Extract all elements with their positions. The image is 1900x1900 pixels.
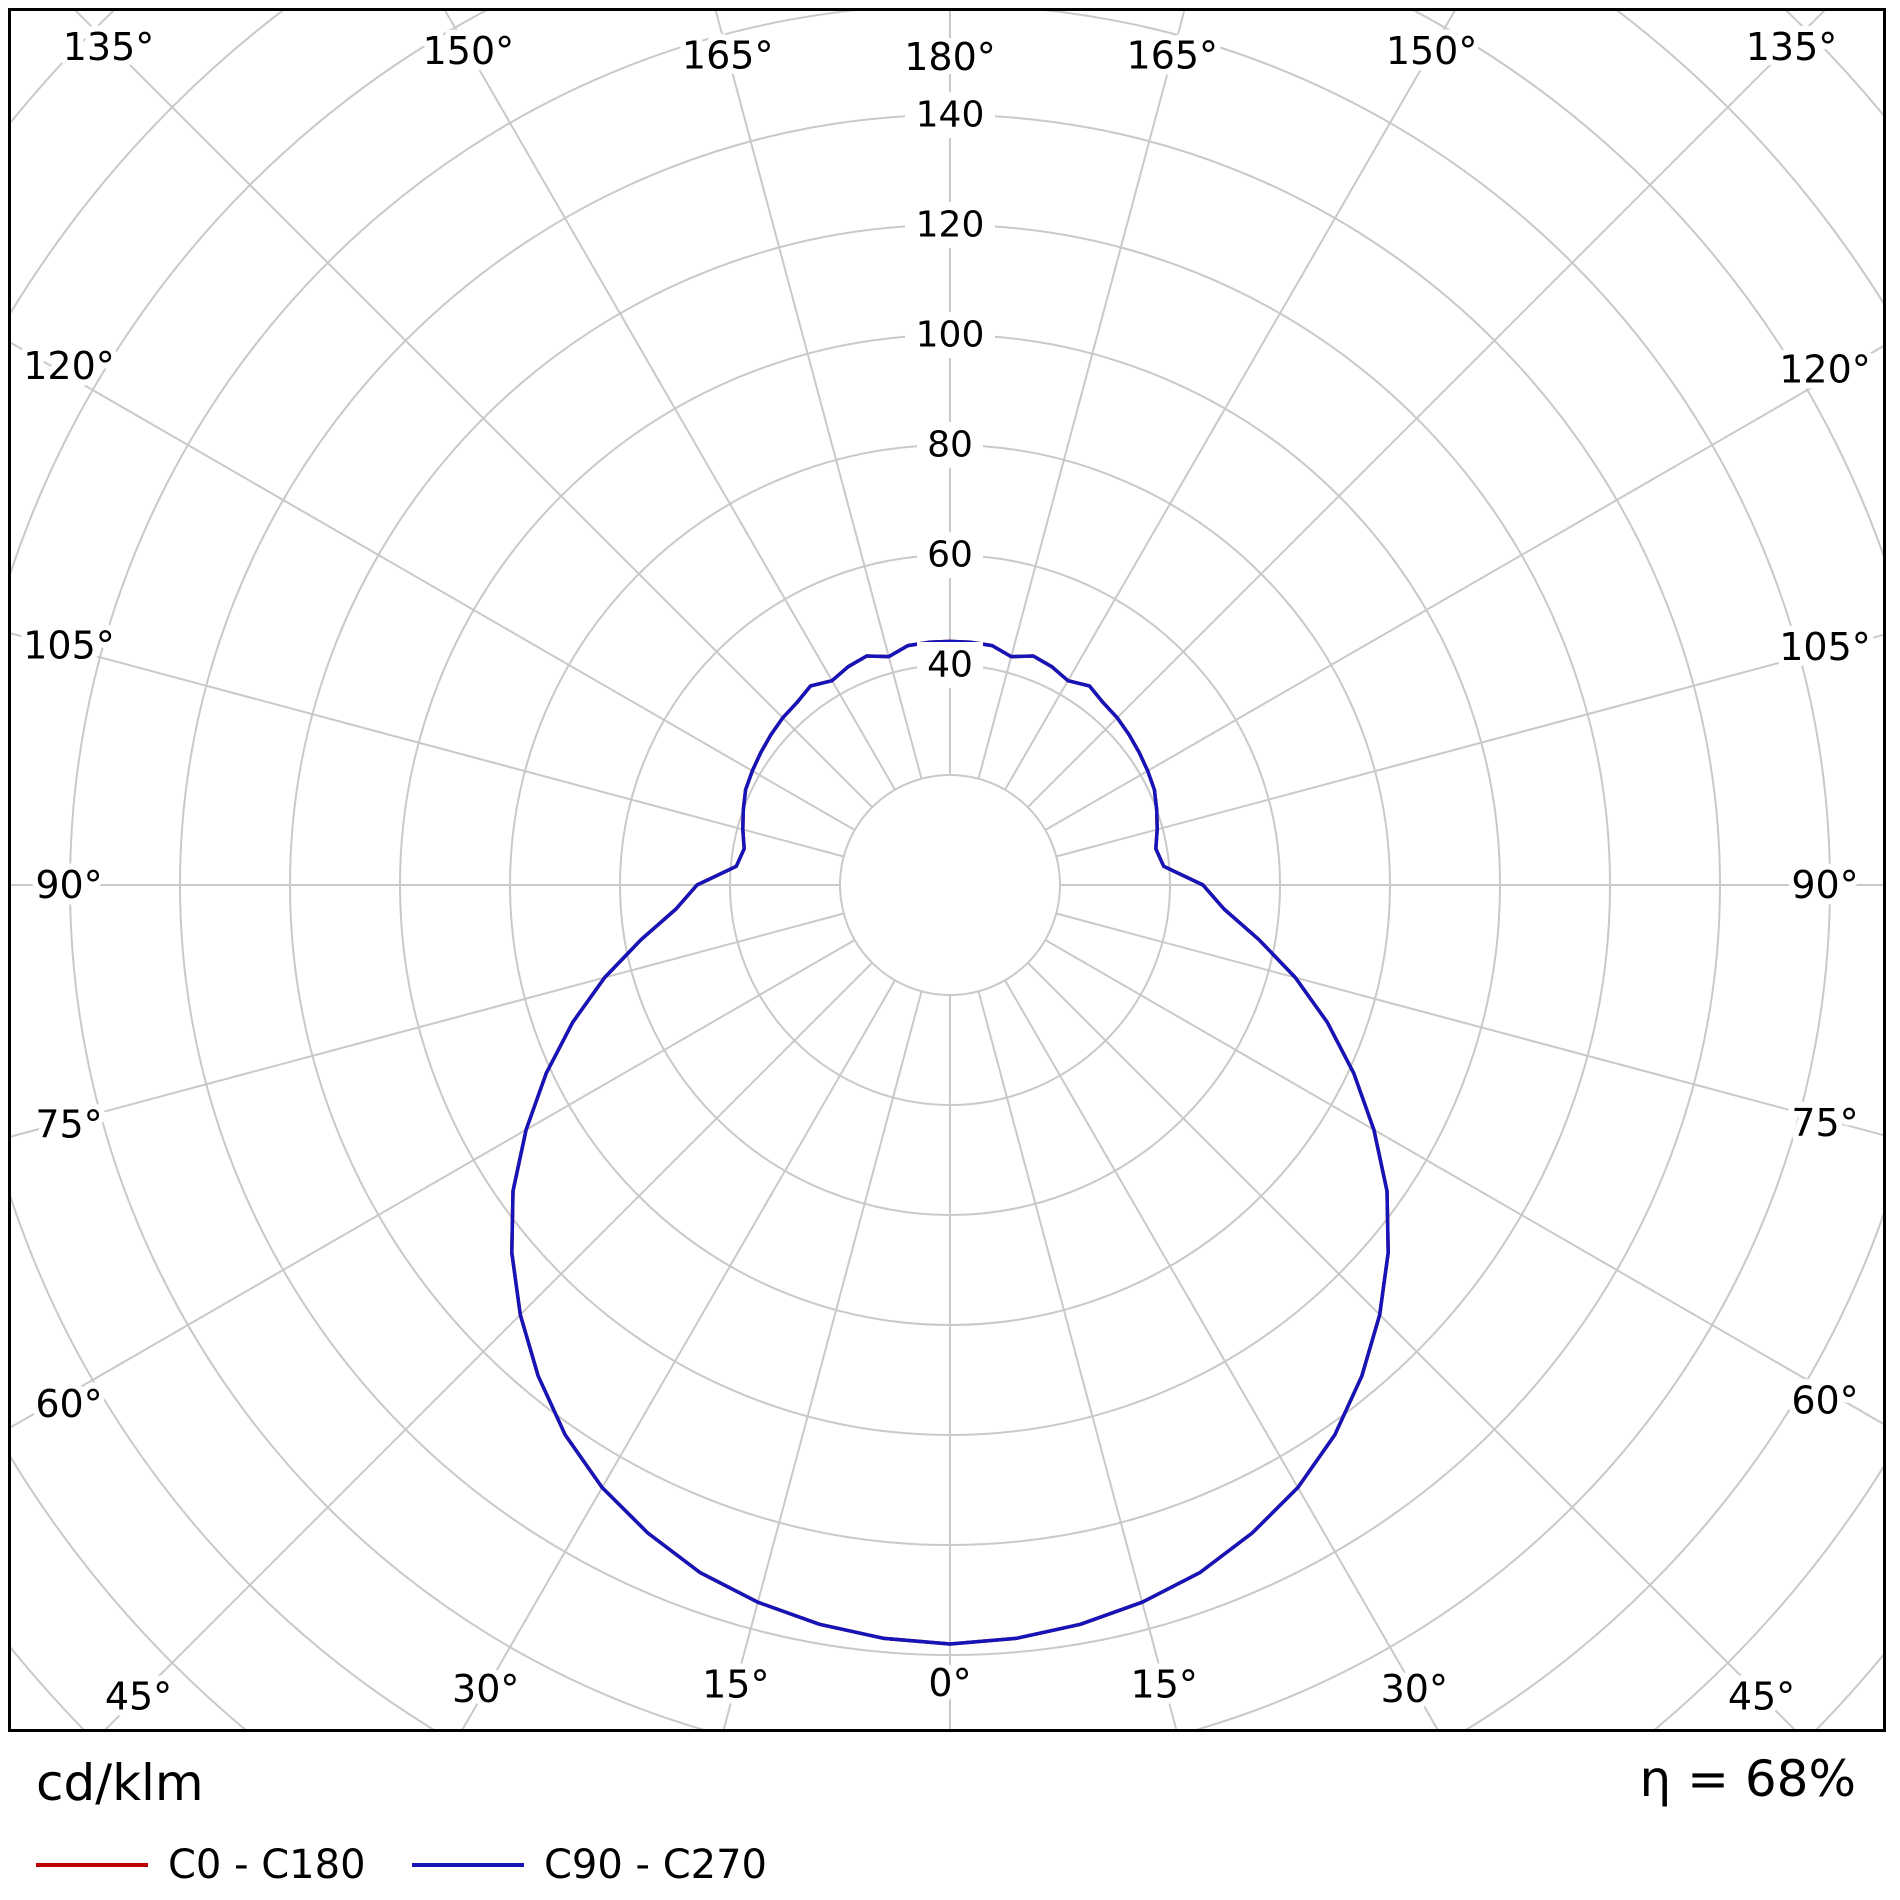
c0-c180-line-swatch [36, 1863, 148, 1867]
radius-label-bg [917, 642, 983, 688]
grid-spoke [461, 979, 896, 1729]
grid-circle [11, 11, 1883, 1729]
radius-label-bg [905, 92, 995, 138]
angle-label: 60° [35, 1382, 102, 1426]
angle-label: 105° [23, 623, 115, 667]
legend-label-c0-c180: C0 - C180 [168, 1842, 366, 1888]
angle-label: 30° [452, 1667, 519, 1711]
c90-c270-line-swatch [412, 1863, 524, 1867]
polar-grid [11, 11, 1883, 1729]
radius-label-bg [905, 202, 995, 248]
angle-label: 45° [105, 1675, 172, 1719]
angle-labels: 0° 15° 15° 30° 30° 45° 45° 60° 60° 75° 75° 90° 90° 10… [17, 19, 1877, 1725]
efficiency-label: η = 68% [1639, 1750, 1856, 1808]
grid-circle [11, 11, 1883, 1729]
radius-label: 80 [927, 425, 973, 466]
angle-label: 60° [1791, 1379, 1858, 1423]
angle-label: 135° [1746, 25, 1838, 69]
angle-label: 30° [1381, 1667, 1448, 1711]
radius-label-bg [905, 312, 995, 358]
radius-label: 60 [927, 535, 973, 576]
angle-label: 135° [63, 25, 155, 69]
angle-label: 90° [35, 863, 102, 907]
grid-spoke [1044, 939, 1883, 1425]
angle-label: 120° [23, 344, 115, 388]
grid-spoke [11, 632, 844, 858]
grid-circle [839, 774, 1061, 996]
angle-label: 165° [1127, 33, 1219, 77]
polar-plot-frame: 40 60 80 100 120 140 0° 15° 15° 30° 30° 45° 45° 60° 60… [8, 8, 1886, 1732]
angle-label: 75° [35, 1103, 102, 1147]
angle-label: 15° [1131, 1663, 1198, 1707]
grid-spoke [74, 11, 873, 808]
grid-spoke [11, 939, 856, 1429]
c90-c270-curve [510, 639, 1390, 1646]
grid-spoke [11, 341, 856, 831]
grid-spoke [1027, 11, 1826, 808]
unit-label: cd/klm [36, 1754, 204, 1812]
angle-label: 0° [928, 1661, 971, 1705]
radius-label: 140 [916, 95, 985, 136]
grid-spoke [104, 962, 873, 1729]
grid-spoke [977, 11, 1186, 779]
angle-label: 120° [1779, 347, 1871, 391]
grid-spoke [1056, 633, 1883, 858]
grid-circle [11, 11, 1883, 1729]
angle-label: 150° [1386, 29, 1478, 73]
legend-item-c90-c270: C90 - C270 [412, 1842, 767, 1888]
grid-spoke [11, 912, 844, 1138]
grid-spoke [1044, 345, 1883, 831]
angle-label: 150° [423, 29, 515, 73]
grid-spoke [1004, 979, 1439, 1729]
grid-spoke [1056, 912, 1883, 1137]
angle-label: 15° [702, 1663, 769, 1707]
radius-label: 40 [927, 645, 973, 686]
angle-label: 180° [904, 35, 996, 79]
angle-label: 45° [1728, 1675, 1795, 1719]
angle-label: 105° [1779, 625, 1871, 669]
radius-label: 100 [916, 315, 985, 356]
grid-spoke [444, 11, 896, 791]
radius-label: 120 [916, 205, 985, 246]
grid-spoke [714, 11, 923, 779]
angle-label: 90° [1791, 863, 1858, 907]
grid-circle [11, 11, 1883, 1729]
grid-spoke [1004, 11, 1456, 791]
angle-label: 165° [682, 33, 774, 77]
legend-label-c90-c270: C90 - C270 [544, 1842, 767, 1888]
radius-label-bg [917, 532, 983, 578]
angle-label: 75° [1791, 1101, 1858, 1145]
legend-item-c0-c180: C0 - C180 [36, 1842, 366, 1888]
polar-chart: 40 60 80 100 120 140 0° 15° 15° 30° 30° 45° 45° 60° 60… [11, 11, 1883, 1729]
radial-axis-labels: 40 60 80 100 120 140 [905, 92, 995, 688]
grid-spoke [977, 991, 1178, 1729]
grid-spoke [1027, 962, 1796, 1729]
grid-spoke [722, 991, 923, 1729]
radius-label-bg [917, 422, 983, 468]
